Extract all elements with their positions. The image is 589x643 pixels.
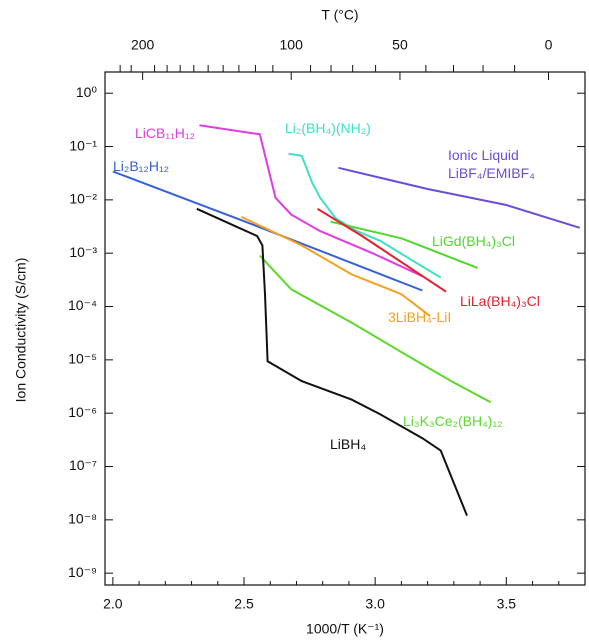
x2-tick-label: 200: [131, 37, 155, 53]
x2-axis-title: T (°C): [321, 7, 358, 23]
plot-frame: [104, 71, 586, 586]
x2-tick-label: 100: [280, 37, 304, 53]
y-tick-label: 10⁻¹: [69, 137, 97, 153]
series-label: LiCB₁₁H₁₂: [135, 125, 196, 141]
y-tick-label: 10⁻⁵: [68, 351, 97, 367]
series-label: LiBH₄: [330, 436, 367, 452]
x-tick-label: 2.5: [234, 596, 254, 612]
y-axis-title: Ion Conductivity (S/cm): [13, 258, 29, 403]
y-tick-label: 10⁻⁷: [69, 457, 97, 473]
series-line: [338, 166, 581, 229]
series-line: [288, 152, 442, 279]
x2-tick-label: 0: [545, 37, 553, 53]
series-label: Li₂B₁₂H₁₂: [113, 158, 170, 174]
x-tick-label: 2.0: [103, 596, 123, 612]
series-label: LiLa(BH₄)₃Cl: [460, 293, 540, 309]
y-tick-label: 10⁻⁴: [68, 297, 97, 313]
y-tick-label: 10⁻⁸: [68, 511, 97, 527]
y-tick-label: 10⁻²: [69, 191, 97, 207]
series-line: [240, 215, 431, 317]
series-label: Li₂(BH₄)(NH₂): [285, 120, 371, 136]
series-line: [196, 207, 468, 516]
x-axis-title: 1000/T (K⁻¹): [306, 621, 384, 637]
y-tick-label: 10⁻⁹: [68, 564, 97, 580]
series-label: LiGd(BH₄)₃Cl: [432, 233, 515, 249]
series-line: [259, 254, 492, 404]
y-tick-label: 10⁰: [76, 84, 98, 100]
y-tick-label: 10⁻⁶: [68, 404, 97, 420]
series-line: [199, 124, 423, 278]
series-line: [316, 207, 447, 293]
series-line: [112, 170, 423, 292]
series-label: Li₃K₃Ce₂(BH₄)₁₂: [403, 413, 503, 429]
x-tick-label: 3.5: [497, 596, 517, 612]
x-tick-label: 3.0: [365, 596, 385, 612]
series-label: Ionic Liquid LiBF₄/EMIBF₄: [448, 147, 535, 181]
series-label: 3LiBH₄-LiI: [388, 309, 452, 325]
y-tick-label: 10⁻³: [69, 244, 97, 260]
series-line: [330, 220, 478, 269]
x2-tick-label: 50: [392, 37, 408, 53]
